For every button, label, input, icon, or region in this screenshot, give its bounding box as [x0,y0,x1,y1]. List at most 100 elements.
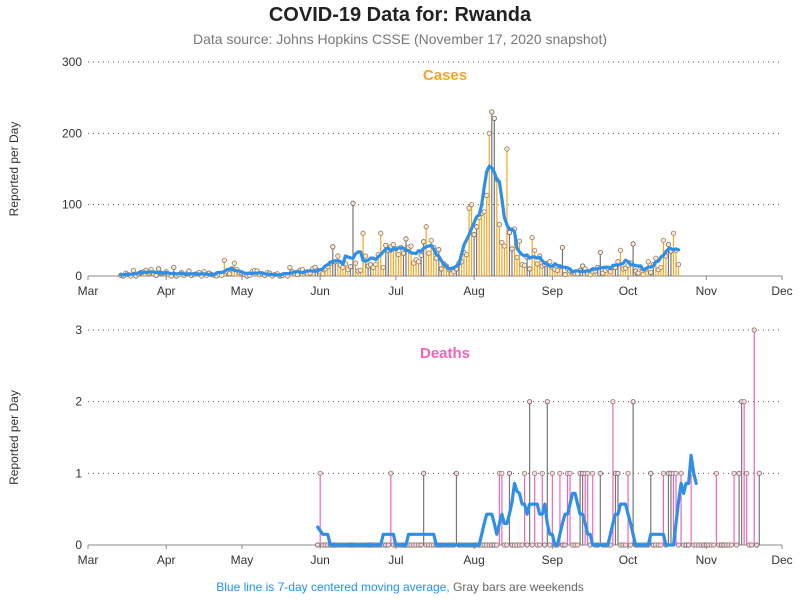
data-point [496,222,502,228]
data-point [675,542,682,548]
data-point [728,542,735,548]
data-point [156,266,162,272]
data-point [509,246,515,252]
data-point [514,254,520,261]
data-point [590,470,596,476]
data-point [627,542,634,548]
x-tick-label: Dec [771,553,792,567]
data-point [630,241,636,247]
moving-average-line [119,164,681,277]
data-point [756,470,762,476]
data-point [400,250,407,256]
data-point [678,470,684,476]
x-tick-label: Mar [78,553,99,567]
data-point [486,130,492,136]
data-point [625,470,631,476]
data-point [648,269,654,276]
data-point [481,209,487,215]
footnote-weekend-note: Gray bars are weekends [449,580,584,594]
data-point [585,470,591,476]
data-point [635,270,641,276]
data-point [532,247,538,253]
data-point [521,470,528,476]
data-point [562,542,568,548]
y-tick-label: 2 [75,395,82,409]
data-point [658,542,664,548]
data-point [499,470,505,476]
data-point [171,264,177,271]
data-point [352,260,359,266]
data-point [713,470,719,476]
x-tick-label: Aug [463,284,484,298]
data-point [610,399,616,405]
data-point [539,470,545,476]
data-point [557,470,563,476]
data-point [559,244,566,251]
data-point [542,542,548,548]
y-tick-label: 0 [75,269,82,283]
data-point [547,542,553,548]
data-point [408,243,414,249]
data-point [506,229,513,236]
panel-cases: 0 100 200 300 Mar Apr May Jun Jul Aug Sep Oct Nov Dec… [7,55,793,298]
data-point [731,470,737,476]
x-tick-label: Apr [157,553,176,567]
footnote-average-note: Blue line is 7-day centered moving avera… [216,580,450,594]
y-tick-label: 300 [62,55,82,69]
data-point [524,542,530,548]
data-point [744,470,750,476]
data-point [388,470,394,476]
data-point [474,224,480,230]
data-point [418,252,424,258]
data-point [711,542,717,548]
y-tick-label: 200 [62,126,82,140]
chart-title: COVID-19 Data for: Rwanda [268,4,532,26]
data-point [453,470,460,476]
data-point [615,470,621,476]
data-point [537,542,543,548]
data-point [438,266,444,272]
y-tick-label: 0 [75,538,82,552]
data-point [362,253,369,259]
data-point [597,470,603,476]
x-tick-label: Jul [388,284,403,298]
data-point [373,261,379,268]
x-tick-label: Sep [542,553,564,567]
x-tick-label: Dec [771,284,792,298]
data-point [471,232,477,238]
chart-footnote: Blue line is 7-day centered moving avera… [0,580,800,594]
data-point [547,259,553,265]
data-point [617,247,624,253]
data-point [640,271,646,278]
data-point [529,234,535,241]
data-point [527,266,533,272]
data-point [130,267,137,273]
x-tick-label: Apr [157,284,176,298]
data-point [226,271,232,277]
data-point [415,259,422,265]
chart-subtitle: Data source: Johns Hopkins CSSE (Novembe… [193,31,607,47]
data-point [357,267,364,273]
y-tick-label: 100 [62,198,82,212]
data-point [519,542,525,548]
data-point [665,242,672,248]
data-point [675,261,682,268]
x-tick-label: Jun [310,284,329,298]
data-point [426,250,432,256]
data-point [335,253,341,259]
x-tick-label: Nov [696,284,717,298]
x-tick-label: Oct [619,553,638,567]
data-point [686,542,692,548]
data-point [489,109,495,115]
data-point [360,230,366,236]
y-axis-label: Reported per Day [7,390,21,485]
data-point [385,542,391,548]
data-point [499,239,505,246]
data-point [378,230,384,236]
x-tick-label: Aug [463,553,484,567]
x-tick-label: Mar [78,284,99,298]
data-point [751,327,757,333]
data-point [534,261,540,267]
data-point [421,470,427,476]
